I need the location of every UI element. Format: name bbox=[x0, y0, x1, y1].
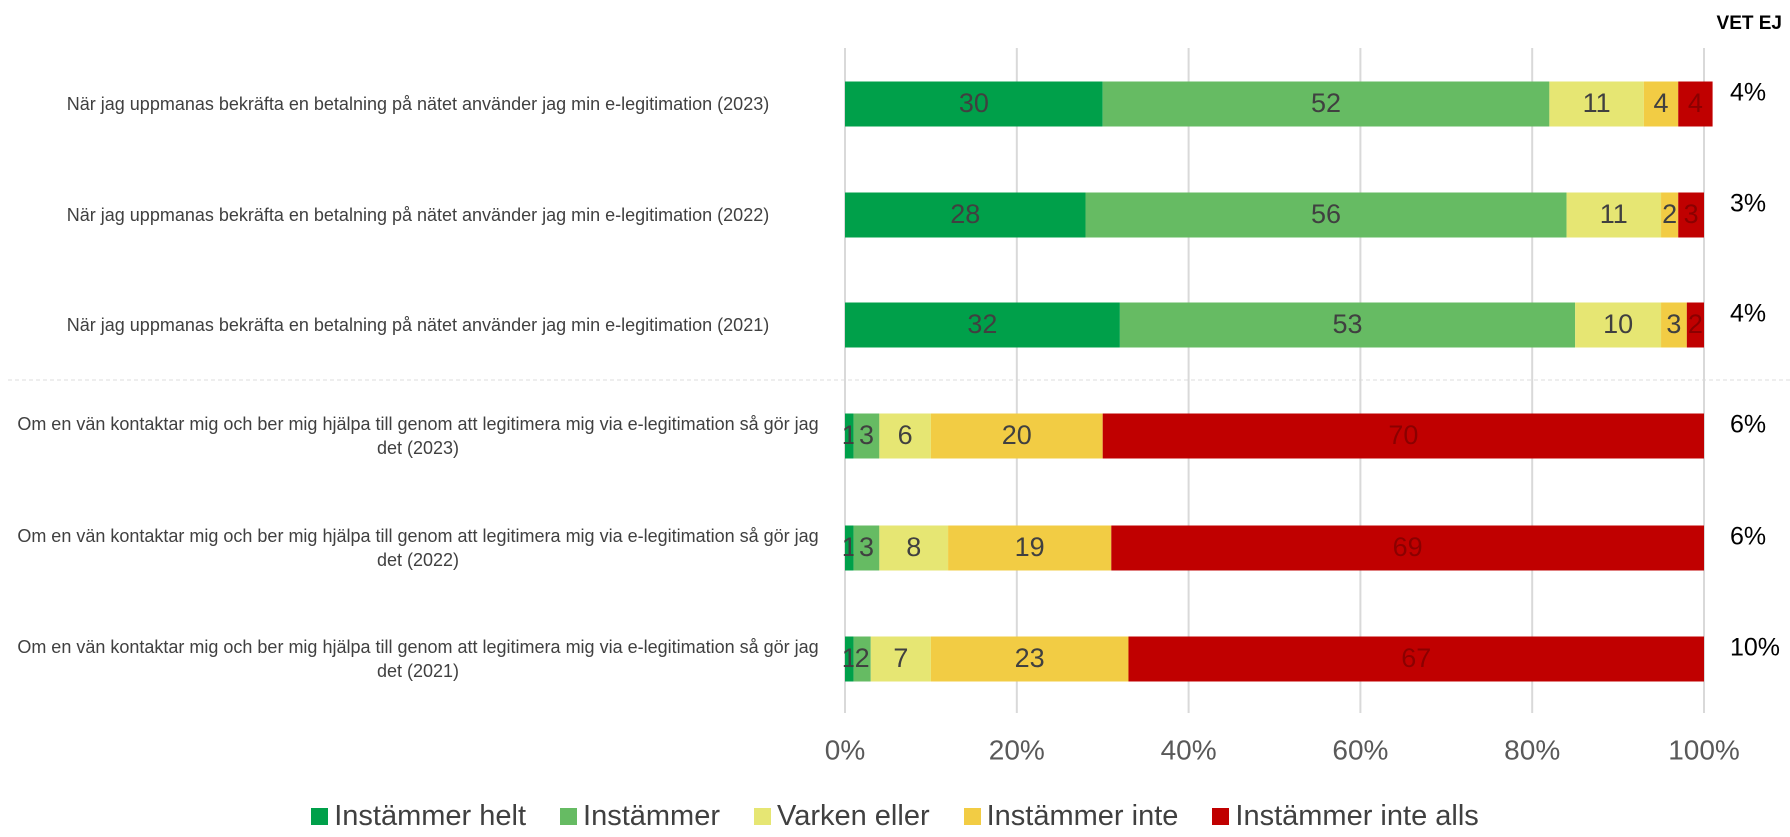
data-label: 3 bbox=[1666, 309, 1681, 339]
data-label: 67 bbox=[1401, 643, 1431, 673]
bar-segment bbox=[845, 413, 854, 459]
x-tick-label: 80% bbox=[1504, 734, 1560, 765]
x-tick-label: 0% bbox=[825, 734, 865, 765]
vet-ej-value: 10% bbox=[1730, 634, 1780, 662]
bar-segment bbox=[1678, 192, 1704, 238]
x-tick-label: 60% bbox=[1332, 734, 1388, 765]
legend-swatch bbox=[963, 808, 981, 825]
category-label: När jag uppmanas bekräfta en betalning p… bbox=[66, 94, 770, 114]
vet-ej-value: 4% bbox=[1730, 300, 1766, 328]
bar-segment bbox=[879, 525, 949, 571]
legend-label: Instämmer bbox=[583, 800, 721, 832]
legend-item: Varken eller bbox=[754, 800, 930, 833]
data-label: 1 bbox=[842, 420, 857, 450]
vet-ej-value: 6% bbox=[1730, 411, 1766, 439]
vet-ej-value: 6% bbox=[1730, 523, 1766, 551]
bar-segment bbox=[879, 413, 931, 459]
bar-segment bbox=[845, 636, 854, 682]
legend-swatch bbox=[311, 808, 329, 825]
category-label: När jag uppmanas bekräfta en betalning p… bbox=[66, 205, 770, 225]
data-label: 28 bbox=[950, 199, 980, 229]
bar-segment bbox=[853, 525, 880, 571]
bar-segment bbox=[845, 192, 1086, 238]
bar-segment bbox=[1549, 81, 1644, 127]
bar-segment bbox=[853, 413, 880, 459]
legend-swatch bbox=[754, 808, 772, 825]
legend-item: Instämmer inte alls bbox=[1212, 800, 1479, 833]
data-label: 2 bbox=[1688, 309, 1703, 339]
x-tick-label: 20% bbox=[989, 734, 1045, 765]
bar-segment bbox=[870, 636, 931, 682]
data-label: 53 bbox=[1332, 309, 1362, 339]
bar-segment bbox=[1643, 81, 1679, 127]
vet-ej-value: 4% bbox=[1730, 79, 1766, 107]
data-label: 6 bbox=[898, 420, 913, 450]
category-label: När jag uppmanas bekräfta en betalning p… bbox=[66, 315, 770, 335]
category-label: Om en vän kontaktar mig och ber mig hjäl… bbox=[17, 414, 819, 458]
bar-segment bbox=[1686, 302, 1704, 348]
category-label: Om en vän kontaktar mig och ber mig hjäl… bbox=[17, 526, 819, 570]
bar-segment bbox=[1566, 192, 1662, 238]
vet-ej-value: 3% bbox=[1730, 190, 1766, 218]
data-label: 19 bbox=[1015, 532, 1045, 562]
bar-segment bbox=[1119, 302, 1576, 348]
data-label: 4 bbox=[1654, 88, 1669, 118]
bar-segment bbox=[948, 525, 1112, 571]
vet-ej-title: VET EJ bbox=[1717, 13, 1782, 34]
legend: Instämmer helt Instämmer Varken eller Instä… bbox=[0, 800, 1790, 833]
data-label: 8 bbox=[906, 532, 921, 562]
data-label: 7 bbox=[893, 643, 908, 673]
data-label: 69 bbox=[1393, 532, 1423, 562]
bar-segment bbox=[1678, 81, 1713, 127]
bar-segment bbox=[930, 636, 1129, 682]
legend-item: Instämmer bbox=[560, 800, 720, 833]
bar-segment bbox=[1102, 81, 1550, 127]
legend-item: Instämmer inte bbox=[963, 800, 1179, 833]
bar-segment bbox=[1111, 525, 1704, 571]
data-label: 1 bbox=[842, 532, 857, 562]
bar-segment bbox=[845, 302, 1120, 348]
data-label: 20 bbox=[1002, 420, 1032, 450]
data-label: 2 bbox=[855, 643, 870, 673]
data-label: 70 bbox=[1388, 420, 1418, 450]
bar-segment bbox=[845, 81, 1103, 127]
data-label: 4 bbox=[1688, 88, 1703, 118]
bar-segment bbox=[1575, 302, 1662, 348]
bar-segment bbox=[1085, 192, 1567, 238]
data-label: 52 bbox=[1311, 88, 1341, 118]
category-label: Om en vän kontaktar mig och ber mig hjäl… bbox=[17, 637, 819, 681]
bar-segment bbox=[845, 525, 854, 571]
data-label: 3 bbox=[1684, 199, 1699, 229]
data-label: 56 bbox=[1311, 199, 1341, 229]
data-label: 2 bbox=[1662, 199, 1677, 229]
bar-segment bbox=[1661, 302, 1687, 348]
bar-segment bbox=[930, 413, 1103, 459]
x-tick-label: 100% bbox=[1668, 734, 1740, 765]
legend-label: Instämmer inte bbox=[986, 800, 1179, 832]
data-label: 23 bbox=[1015, 643, 1045, 673]
data-label: 11 bbox=[1600, 199, 1628, 229]
bar-segment bbox=[1128, 636, 1704, 682]
bar-segment bbox=[853, 636, 871, 682]
data-label: 11 bbox=[1583, 88, 1611, 118]
data-label: 10 bbox=[1603, 309, 1633, 339]
legend-label: Varken eller bbox=[777, 800, 930, 832]
data-label: 1 bbox=[842, 643, 857, 673]
bar-segment bbox=[1661, 192, 1679, 238]
legend-item: Instämmer helt bbox=[311, 800, 526, 833]
legend-label: Instämmer helt bbox=[334, 800, 527, 832]
bar-segment bbox=[1102, 413, 1704, 459]
data-label: 3 bbox=[859, 532, 874, 562]
legend-swatch bbox=[1212, 808, 1230, 825]
data-label: 30 bbox=[959, 88, 989, 118]
legend-swatch bbox=[560, 808, 578, 825]
data-label: 3 bbox=[859, 420, 874, 450]
x-tick-label: 40% bbox=[1161, 734, 1217, 765]
data-label: 32 bbox=[967, 309, 997, 339]
legend-label: Instämmer inte alls bbox=[1235, 800, 1479, 832]
